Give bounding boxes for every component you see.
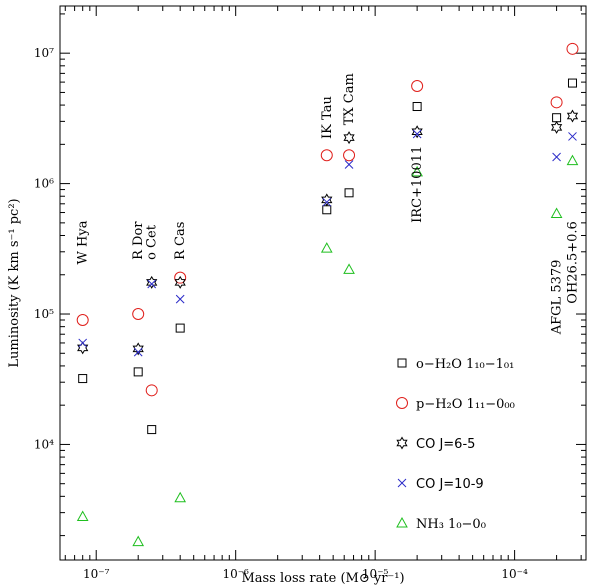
data-point-circle bbox=[343, 149, 356, 162]
series-circle bbox=[76, 42, 579, 397]
data-point-triangle bbox=[411, 165, 423, 177]
data-marks bbox=[76, 42, 579, 547]
y-tick-label: 10⁷ bbox=[34, 46, 54, 60]
legend-marker-triangle bbox=[396, 516, 408, 528]
data-point-cross bbox=[175, 294, 185, 304]
data-point-triangle bbox=[76, 510, 89, 522]
data-point-circle bbox=[566, 42, 579, 55]
data-point-square bbox=[322, 205, 332, 215]
x-tick-label: 10⁻⁶ bbox=[222, 567, 249, 581]
data-point-cross bbox=[552, 152, 561, 162]
series-star bbox=[77, 109, 579, 356]
data-point-cross bbox=[78, 338, 88, 348]
legend-marker-star bbox=[396, 436, 408, 450]
legend-entry: o−H₂O 1₁₀−1₀₁ bbox=[397, 357, 514, 372]
data-point-star bbox=[343, 131, 355, 145]
data-point-square bbox=[552, 113, 562, 123]
legend: o−H₂O 1₁₀−1₀₁ p−H₂O 1₁₁−0₀₀ CO J=6-5 CO J=1… bbox=[396, 357, 515, 532]
legend-entry: NH₃ 1₀−0₀ bbox=[396, 516, 486, 532]
data-point-cross bbox=[147, 279, 157, 289]
legend-entry: CO J=6-5 bbox=[396, 436, 475, 452]
star-name-label: R Cas bbox=[173, 222, 188, 260]
data-point-square bbox=[567, 78, 577, 88]
x-axis-label: Mass loss rate (M⊙ yr⁻¹) bbox=[241, 571, 404, 586]
y-tick-label: 10⁵ bbox=[34, 307, 54, 321]
data-point-square bbox=[133, 367, 143, 377]
data-point-square bbox=[175, 323, 185, 333]
data-point-star bbox=[550, 120, 563, 134]
data-point-star bbox=[411, 125, 423, 139]
star-name-label: IRC+10011 bbox=[410, 146, 425, 223]
y-tick-label: 10⁶ bbox=[34, 177, 54, 191]
data-point-circle bbox=[76, 313, 89, 326]
data-point-circle bbox=[145, 384, 158, 397]
data-point-square bbox=[147, 425, 157, 435]
data-point-star bbox=[132, 342, 144, 356]
star-name-label: IK Tau bbox=[320, 96, 335, 139]
series-triangle bbox=[76, 154, 579, 547]
data-point-cross bbox=[322, 197, 332, 207]
data-point-star bbox=[77, 341, 89, 355]
data-point-star bbox=[146, 275, 158, 289]
star-name-label: AFGL 5379 bbox=[550, 260, 565, 336]
data-point-cross bbox=[133, 347, 143, 357]
data-point-triangle bbox=[320, 242, 333, 253]
data-point-circle bbox=[411, 80, 424, 93]
data-point-star bbox=[321, 193, 333, 207]
legend-label: o−H₂O 1₁₀−1₀₁ bbox=[416, 357, 514, 372]
data-point-circle bbox=[320, 149, 333, 162]
data-point-triangle bbox=[566, 154, 579, 166]
data-point-square bbox=[412, 102, 422, 112]
data-point-circle bbox=[174, 271, 187, 284]
legend-entry: p−H₂O 1₁₁−0₀₀ bbox=[396, 397, 515, 412]
legend-label: NH₃ 1₀−0₀ bbox=[416, 517, 486, 532]
star-name-label: o Cet bbox=[145, 224, 160, 260]
y-axis-label: Luminosity (K km s⁻¹ pc²) bbox=[7, 198, 22, 367]
data-point-square bbox=[78, 374, 88, 384]
legend-entry: CO J=10-9 bbox=[397, 477, 484, 492]
legend-label: p−H₂O 1₁₁−0₀₀ bbox=[416, 397, 515, 412]
legend-marker-square bbox=[397, 358, 407, 368]
star-name-label: TX Cam bbox=[342, 73, 357, 125]
x-tick-label: 10⁻⁴ bbox=[501, 567, 528, 581]
data-point-circle bbox=[132, 308, 145, 321]
data-point-cross bbox=[412, 129, 422, 139]
y-tick-label: 10⁴ bbox=[34, 437, 54, 451]
data-point-circle bbox=[550, 96, 563, 109]
data-point-square bbox=[344, 188, 354, 198]
star-name-label: W Hya bbox=[76, 220, 91, 264]
x-tick-label: 10⁻⁵ bbox=[362, 567, 389, 581]
series-cross bbox=[78, 129, 577, 357]
star-name-label: R Dor bbox=[131, 221, 146, 260]
data-point-triangle bbox=[174, 491, 187, 503]
data-point-cross bbox=[568, 132, 577, 141]
legend-marker-cross bbox=[397, 478, 407, 488]
legend-marker-circle bbox=[396, 397, 408, 409]
star-name-label: OH26.5+0.6 bbox=[565, 221, 580, 304]
data-point-triangle bbox=[132, 535, 145, 547]
data-point-cross bbox=[344, 160, 354, 169]
legend-label: CO J=10-9 bbox=[416, 477, 484, 492]
data-point-triangle bbox=[550, 207, 563, 218]
data-point-triangle bbox=[343, 263, 355, 274]
axes: 10⁻⁷ 10⁻⁶ 10⁻⁵ 10⁻⁴ 10⁴ 10⁵ 10⁶ 10⁷ bbox=[34, 5, 587, 581]
plot-frame bbox=[59, 5, 587, 561]
data-point-star bbox=[566, 109, 579, 123]
x-tick-label: 10⁻⁷ bbox=[83, 567, 110, 581]
legend-label: CO J=6-5 bbox=[416, 437, 475, 452]
data-point-star bbox=[174, 275, 186, 289]
